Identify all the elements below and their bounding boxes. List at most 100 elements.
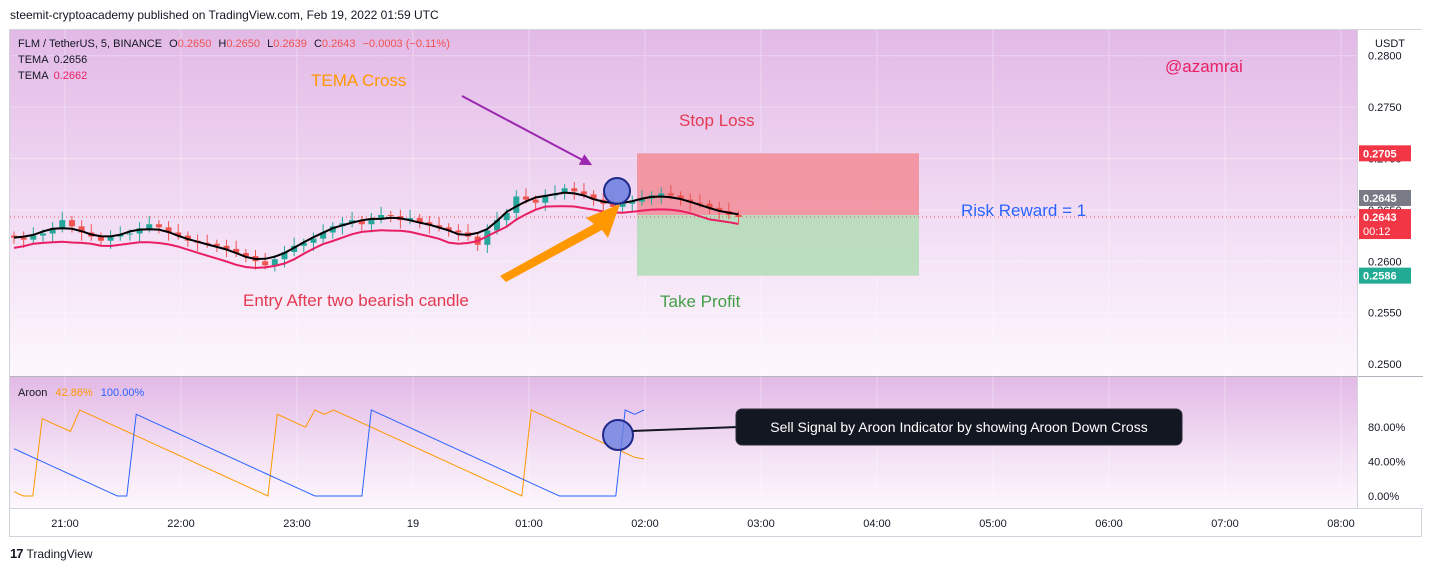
price-tick: 0.2800 xyxy=(1368,51,1402,63)
candle-bullish xyxy=(320,232,327,239)
candle-bullish xyxy=(513,196,520,213)
time-tick: 23:00 xyxy=(283,518,311,530)
entry-label: Entry After two bearish candle xyxy=(243,291,469,310)
aroon-axis-ticks[interactable]: 80.00% 40.00% 0.00% xyxy=(1368,422,1406,503)
aroon-tick: 0.00% xyxy=(1368,491,1399,503)
time-tick: 06:00 xyxy=(1095,518,1123,530)
price-badges: 0.2705 0.2645 0.2643 00:12 0.2586 xyxy=(1359,145,1411,284)
publish-header: steemit-cryptoacademy published on Tradi… xyxy=(10,8,439,22)
candle-bullish xyxy=(300,242,307,246)
price-tick: 0.2500 xyxy=(1368,359,1402,371)
chart-frame[interactable]: TEMA Cross Stop Loss Risk Reward = 1 Ent… xyxy=(9,29,1423,538)
candle-bearish xyxy=(11,235,17,238)
take-profit-badge-text: 0.2586 xyxy=(1363,271,1397,283)
time-tick: 03:00 xyxy=(747,518,775,530)
tradingview-footer[interactable]: 17 TradingView xyxy=(10,546,93,561)
aroon-cross-marker xyxy=(602,419,634,451)
candle-bullish xyxy=(368,219,375,225)
tema-cross-arrow xyxy=(461,95,593,166)
candle-bearish xyxy=(262,261,269,266)
aroon-tick: 40.00% xyxy=(1368,457,1406,469)
price-tick: 0.2600 xyxy=(1368,256,1402,268)
candle-bearish xyxy=(213,243,220,246)
candle-bullish xyxy=(378,215,385,220)
candle-bullish xyxy=(407,218,414,221)
candle-bullish xyxy=(271,259,278,266)
tema-slow-line xyxy=(13,205,739,269)
candle-bearish xyxy=(706,203,713,208)
candle-bearish xyxy=(590,194,597,200)
candle-bearish xyxy=(455,230,462,233)
grid-lines xyxy=(10,30,1357,508)
candle-bullish xyxy=(619,203,626,207)
candle-bearish xyxy=(416,218,423,223)
price-tick: 0.2550 xyxy=(1368,308,1402,320)
tema-legend-1: TEMA 0.2656 xyxy=(18,54,87,66)
last-price-badge xyxy=(1359,209,1411,240)
time-tick: 07:00 xyxy=(1211,518,1239,530)
aroon-down-line xyxy=(13,409,645,497)
time-tick: 01:00 xyxy=(515,518,543,530)
chart-svg[interactable]: TEMA Cross Stop Loss Risk Reward = 1 Ent… xyxy=(10,30,1423,538)
candle-bullish xyxy=(484,230,491,245)
main-legend: FLM / TetherUS, 5, BINANCE O0.2650 H0.26… xyxy=(18,38,450,50)
stop-loss-badge xyxy=(1359,145,1411,162)
tema-cross-label: TEMA Cross xyxy=(311,71,406,90)
candle-bullish xyxy=(629,201,636,204)
candle-bearish xyxy=(78,226,85,233)
candle-bullish xyxy=(49,228,56,234)
candle-bearish xyxy=(387,215,394,217)
candle-bearish xyxy=(716,207,723,211)
candle-bearish xyxy=(20,237,27,240)
candle-bullish xyxy=(59,220,66,229)
candle-bullish xyxy=(107,236,114,241)
take-profit-zone[interactable] xyxy=(637,215,919,276)
entry-arrow xyxy=(500,204,620,282)
time-tick: 02:00 xyxy=(631,518,659,530)
author-label: @azamrai xyxy=(1165,57,1243,76)
time-tick: 08:00 xyxy=(1327,518,1355,530)
time-tick: 19 xyxy=(407,518,419,530)
candle-bearish xyxy=(522,196,529,200)
candle-bearish xyxy=(609,203,616,207)
candle-bullish xyxy=(494,220,500,231)
tema-cross-marker xyxy=(603,177,631,205)
candle-bullish xyxy=(542,195,549,203)
candle-bearish xyxy=(667,193,674,196)
candle-bearish xyxy=(242,253,249,257)
candle-bullish xyxy=(126,233,133,235)
candle-bearish xyxy=(571,188,578,192)
candle-bullish xyxy=(638,198,645,202)
candle-bearish xyxy=(436,225,443,228)
sell-signal-callout[interactable] xyxy=(735,408,1183,446)
take-profit-label: Take Profit xyxy=(660,292,741,311)
candle-bullish xyxy=(281,252,288,260)
sell-signal-text: Sell Signal by Aroon Indicator by showin… xyxy=(770,419,1147,435)
candle-bearish xyxy=(204,242,211,244)
stop-loss-badge-text: 0.2705 xyxy=(1363,148,1397,160)
stop-loss-label: Stop Loss xyxy=(679,111,755,130)
brand-name: TradingView xyxy=(26,546,93,561)
candle-bearish xyxy=(358,220,365,225)
time-tick: 05:00 xyxy=(979,518,1007,530)
candle-bearish xyxy=(445,227,452,231)
last-price-badge-text: 0.2643 xyxy=(1363,212,1397,224)
price-axis-currency: USDT xyxy=(1375,38,1405,50)
time-axis-ticks[interactable]: 21:00 22:00 23:00 19 01:00 02:00 03:00 04:00 05:… xyxy=(51,518,1355,530)
candle-bullish xyxy=(39,233,46,236)
stop-loss-zone[interactable] xyxy=(637,153,919,215)
tema-legend-2: TEMA 0.2662 xyxy=(18,70,87,82)
candle-bullish xyxy=(561,188,568,194)
candle-bearish xyxy=(155,224,162,228)
candle-bearish xyxy=(580,191,587,195)
candle-bullish xyxy=(329,226,336,233)
candle-bearish xyxy=(677,195,684,200)
tradingview-logo-icon: 17 xyxy=(10,546,24,561)
aroon-up-line xyxy=(13,409,645,497)
candle-bullish xyxy=(146,224,153,229)
candle-bearish xyxy=(233,248,240,254)
time-tick: 22:00 xyxy=(167,518,195,530)
callout-pointer xyxy=(632,426,739,432)
candle-bearish xyxy=(68,220,75,227)
aroon-tick: 80.00% xyxy=(1368,422,1406,434)
